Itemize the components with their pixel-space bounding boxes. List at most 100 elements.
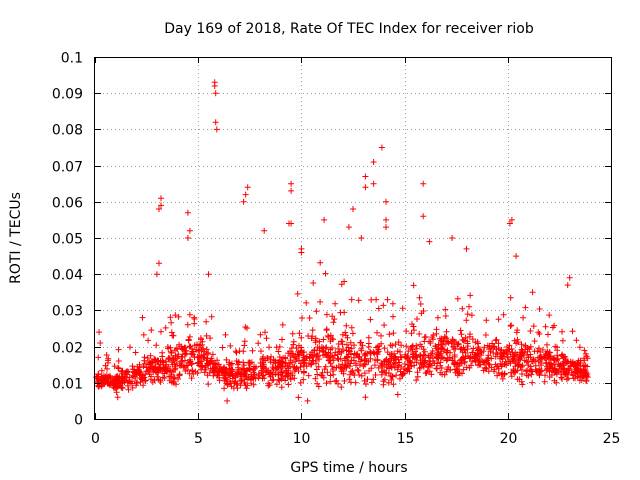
data-point: [341, 378, 348, 384]
data-point: [408, 330, 415, 337]
data-point: [97, 340, 104, 346]
data-point: [397, 375, 403, 382]
data-point: [159, 358, 166, 365]
data-point: [312, 375, 319, 382]
x-tick-label: 5: [194, 431, 203, 447]
data-point: [130, 373, 137, 380]
data-point: [463, 317, 470, 324]
data-point: [466, 333, 473, 340]
data-point: [293, 355, 300, 362]
data-point: [403, 343, 410, 350]
data-point: [438, 365, 445, 371]
data-point: [362, 394, 369, 401]
data-point: [471, 355, 477, 362]
data-point: [210, 368, 217, 375]
data-point: [172, 363, 179, 370]
data-point: [401, 361, 408, 367]
data-point: [518, 341, 525, 348]
data-point: [449, 235, 456, 241]
data-point: [331, 316, 338, 323]
data-point: [522, 346, 529, 353]
data-point: [198, 336, 204, 343]
data-point: [212, 90, 219, 97]
data-point: [279, 321, 286, 328]
data-point: [394, 391, 401, 398]
data-point: [405, 348, 412, 355]
data-point: [251, 363, 257, 370]
data-point: [153, 342, 160, 349]
data-point: [450, 337, 456, 344]
data-point: [372, 357, 379, 363]
data-point: [398, 342, 405, 349]
data-point: [332, 300, 339, 307]
data-point: [450, 360, 457, 367]
data-point: [553, 379, 560, 386]
data-point: [263, 335, 270, 342]
data-point: [515, 356, 522, 363]
data-point: [327, 353, 334, 360]
data-point: [168, 350, 175, 356]
data-point: [227, 378, 233, 385]
data-point: [336, 348, 343, 355]
data-point: [468, 362, 474, 369]
data-point: [429, 350, 435, 357]
data-point: [96, 329, 103, 336]
data-point: [320, 348, 326, 355]
y-tick-label: 0.03: [52, 304, 83, 320]
data-point: [295, 394, 302, 401]
data-point: [508, 322, 515, 329]
data-point: [370, 159, 377, 165]
data-point: [365, 334, 372, 341]
data-point: [392, 341, 399, 348]
data-point: [148, 373, 155, 380]
data-point: [222, 331, 229, 338]
data-point: [95, 354, 102, 361]
data-point: [387, 362, 394, 368]
data-point: [296, 330, 303, 337]
data-point: [171, 361, 178, 368]
data-point: [176, 341, 183, 348]
data-point: [498, 363, 505, 370]
data-point: [358, 339, 364, 346]
data-point: [349, 330, 356, 337]
data-point: [403, 328, 410, 335]
data-point: [194, 370, 201, 376]
data-point: [417, 301, 424, 307]
data-point: [300, 376, 307, 383]
data-point: [542, 372, 548, 379]
data-point: [425, 364, 432, 371]
data-point: [289, 372, 296, 379]
data-point: [118, 374, 125, 381]
data-point: [173, 381, 179, 388]
data-point: [321, 216, 328, 223]
data-point: [338, 338, 345, 345]
data-point: [479, 358, 486, 365]
data-point: [145, 337, 152, 344]
data-point: [573, 337, 580, 344]
data-point: [316, 356, 323, 363]
data-point: [265, 367, 272, 374]
data-point: [413, 342, 420, 349]
data-point: [432, 343, 439, 350]
data-point: [171, 374, 178, 381]
data-point: [381, 376, 388, 383]
data-point: [241, 362, 248, 369]
data-point: [162, 324, 169, 331]
data-point: [550, 355, 557, 362]
data-point: [167, 314, 174, 321]
data-point: [488, 345, 495, 351]
data-point: [367, 355, 374, 362]
data-point: [378, 369, 385, 376]
data-point: [324, 354, 331, 361]
data-point: [347, 360, 354, 367]
data-point: [304, 397, 311, 404]
data-point: [378, 144, 385, 151]
data-point: [124, 382, 131, 389]
y-tick-label: 0: [74, 413, 83, 429]
data-point: [197, 363, 204, 370]
y-tick-label: 0.02: [52, 341, 83, 357]
data-point: [246, 365, 253, 372]
data-point: [539, 346, 546, 353]
y-tick-label: 0.1: [61, 51, 83, 67]
